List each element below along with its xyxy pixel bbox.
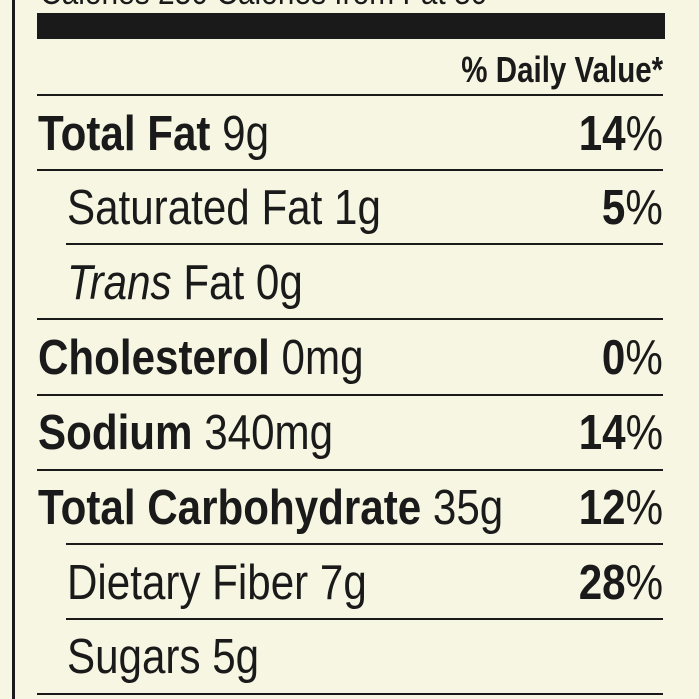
thick-divider	[37, 13, 665, 39]
nutrient-label: Cholesterol 0mg	[38, 331, 364, 385]
percent-value: 14%	[578, 406, 663, 460]
row-total-carbohydrate: Total Carbohydrate 35g 12%	[0, 471, 699, 545]
nutrient-label: Total Carbohydrate 35g	[38, 481, 504, 535]
nutrient-label: Total Fat 9g	[38, 107, 270, 161]
percent-value: 5%	[602, 181, 663, 235]
percent-value: 14%	[578, 107, 663, 161]
divider	[37, 94, 663, 96]
daily-value-header: % Daily Value*	[461, 49, 663, 90]
label-border	[12, 0, 15, 699]
row-sodium: Sodium 340mg 14%	[0, 396, 699, 470]
divider	[37, 469, 663, 471]
divider	[66, 618, 663, 620]
divider	[66, 543, 663, 545]
divider	[66, 243, 663, 245]
row-saturated-fat: Saturated Fat 1g 5%	[0, 171, 699, 245]
nutrient-label: Dietary Fiber 7g	[67, 556, 367, 610]
nutrient-label: Trans Fat 0g	[67, 256, 303, 310]
nutrient-label: Sugars 5g	[67, 630, 260, 684]
divider	[37, 318, 663, 320]
percent-value: 28%	[578, 556, 663, 610]
divider	[37, 394, 663, 396]
divider	[37, 693, 663, 695]
calories-line-partial: Calories 250 Calories from Fat 80	[40, 0, 487, 10]
row-cholesterol: Cholesterol 0mg 0%	[0, 321, 699, 395]
percent-value: 0%	[602, 331, 663, 385]
row-sugars: Sugars 5g	[0, 620, 699, 694]
row-total-fat: Total Fat 9g 14%	[0, 97, 699, 171]
divider	[37, 169, 663, 171]
nutrient-label: Sodium 340mg	[38, 406, 334, 460]
row-dietary-fiber: Dietary Fiber 7g 28%	[0, 546, 699, 620]
nutrient-label: Saturated Fat 1g	[67, 181, 381, 235]
row-trans-fat: Trans Fat 0g	[0, 246, 699, 320]
percent-value: 12%	[578, 481, 663, 535]
